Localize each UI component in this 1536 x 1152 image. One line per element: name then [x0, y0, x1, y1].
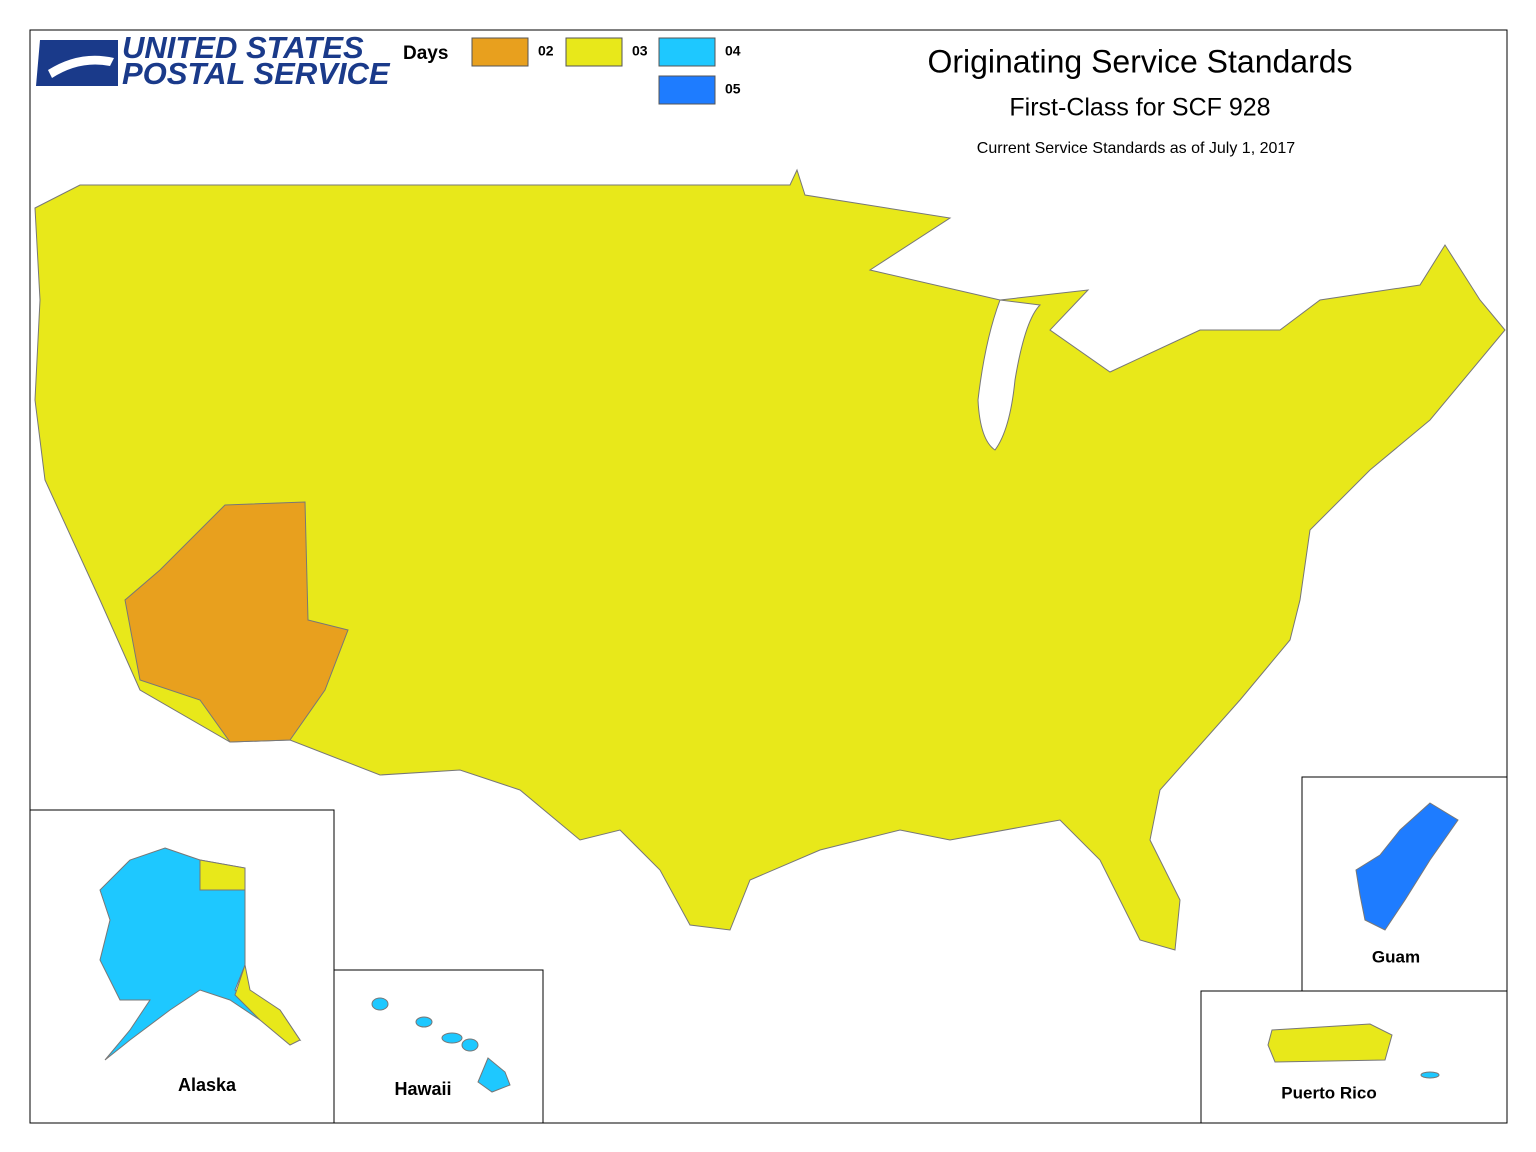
subtitle: First-Class for SCF 928 — [1009, 94, 1270, 122]
title: Originating Service Standards — [927, 43, 1352, 79]
legend-swatch — [565, 37, 623, 67]
inset-label: Hawaii — [394, 1079, 451, 1099]
logo-line2: POSTAL SERVICE — [122, 56, 391, 91]
usps-logo: UNITED STATES POSTAL SERVICE — [36, 30, 391, 91]
note: Current Service Standards as of July 1, … — [977, 140, 1295, 157]
island — [477, 1057, 511, 1093]
hawaii-inset — [333, 969, 544, 1124]
lake-michigan — [977, 299, 1042, 451]
legend-swatch — [471, 37, 529, 67]
legend-title: Days — [403, 43, 448, 64]
contiguous-us — [34, 168, 1506, 951]
island — [371, 997, 389, 1011]
island — [461, 1038, 479, 1052]
origin-region — [124, 501, 349, 743]
puerto-rico — [1267, 1023, 1393, 1063]
legend-swatch — [658, 75, 716, 105]
inset-label: Puerto Rico — [1281, 1083, 1376, 1102]
alaska-southeast — [199, 859, 246, 891]
island — [415, 1016, 433, 1028]
logo-eagle-beak — [48, 55, 114, 78]
inset-label: Guam — [1372, 947, 1420, 966]
guam — [1355, 802, 1459, 931]
legend: 02 03 04 05 — [471, 37, 741, 105]
legend-label: 04 — [725, 43, 741, 59]
island — [441, 1032, 463, 1044]
virgin-islands — [1420, 1071, 1440, 1079]
legend-label: 03 — [632, 43, 648, 59]
legend-swatch — [658, 37, 716, 67]
logo-line1: UNITED STATES — [122, 30, 364, 65]
legend-label: 02 — [538, 43, 554, 59]
inset-label: Alaska — [178, 1075, 237, 1095]
alaska-panhandle — [234, 963, 301, 1046]
legend-label: 05 — [725, 81, 741, 97]
hawaii — [371, 997, 511, 1093]
